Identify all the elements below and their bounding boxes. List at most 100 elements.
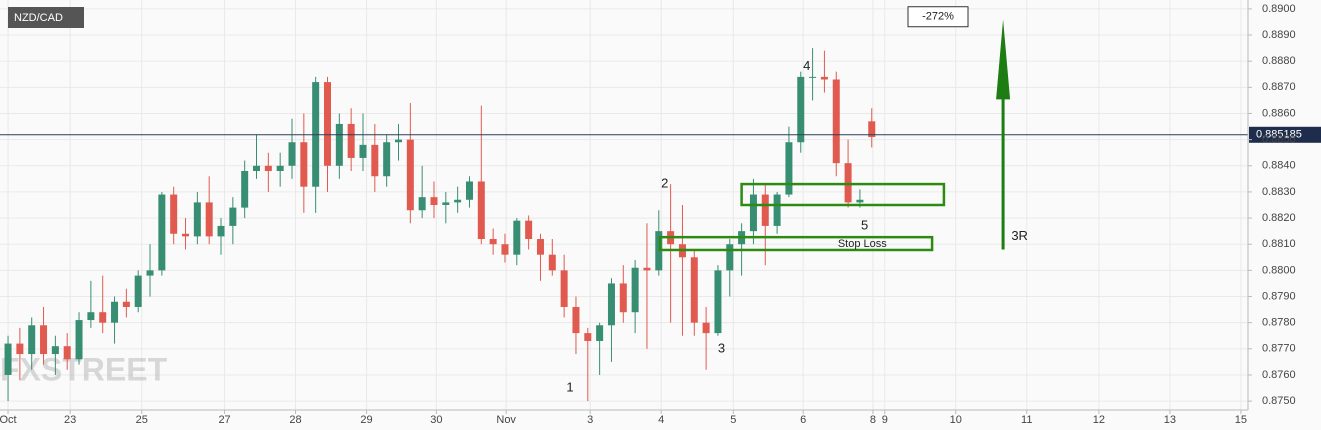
y-tick-label: 0.8790: [1262, 290, 1296, 302]
candle-body: [170, 194, 178, 234]
y-tick-label: 0.8860: [1262, 107, 1296, 119]
y-tick-label: 0.8880: [1262, 55, 1296, 67]
candle-body: [430, 197, 438, 205]
annotation: Stop Loss: [838, 238, 887, 250]
candle-body: [773, 194, 781, 226]
candle-body: [122, 301, 130, 307]
x-tick-label: 15: [1235, 414, 1247, 426]
candle-body: [690, 257, 698, 323]
candle-body: [134, 275, 142, 307]
candle-body: [300, 142, 308, 187]
zone-box: [740, 182, 946, 207]
candle-body: [28, 325, 36, 355]
candle-body: [501, 244, 509, 255]
candle-body: [217, 225, 225, 237]
x-tick-label: 27: [218, 414, 230, 426]
symbol-label: NZD/CAD: [14, 12, 63, 24]
y-tick-label: 0.8840: [1262, 160, 1296, 172]
candle-body: [75, 320, 83, 360]
candle-body: [276, 165, 284, 172]
y-tick-label: 0.8810: [1262, 238, 1296, 250]
y-tick-label: 0.8780: [1262, 317, 1296, 329]
candle-body: [63, 346, 71, 360]
candle-body: [714, 270, 722, 334]
candle-body: [844, 163, 852, 203]
candle-body: [182, 233, 190, 237]
x-tick-label: 11: [1021, 414, 1032, 426]
x-tick-label: 4: [658, 414, 664, 426]
candle-body: [146, 270, 154, 276]
candle-body: [371, 144, 379, 177]
x-tick-label: 28: [289, 414, 301, 426]
candle-body: [832, 79, 840, 164]
candle-body: [584, 333, 592, 341]
candle-body: [607, 283, 615, 326]
candle-body: [749, 194, 757, 232]
x-tick-label: 10: [950, 414, 962, 426]
y-tick-label: 0.8850: [1262, 134, 1296, 146]
candle-body: [785, 142, 793, 195]
x-tick-label: Oct: [0, 414, 17, 426]
candle-body: [264, 165, 272, 172]
candle-body: [158, 194, 166, 271]
candle-body: [809, 76, 817, 78]
candle-body: [619, 283, 627, 313]
y-tick-label: 0.8750: [1262, 395, 1296, 407]
candle-body: [548, 254, 556, 271]
candle-body: [406, 139, 414, 211]
annotation: 5: [861, 217, 868, 232]
y-tick-label: 0.8770: [1262, 343, 1296, 355]
y-tick-label: 0.8900: [1262, 3, 1296, 15]
x-tick-label: 12: [1093, 414, 1105, 426]
zone-box: [658, 235, 934, 252]
candle-body: [726, 244, 734, 271]
candle-body: [193, 202, 201, 237]
x-tick-label: 29: [360, 414, 372, 426]
x-tick-label: Nov: [496, 414, 516, 426]
y-tick-label: 0.8820: [1262, 212, 1296, 224]
x-tick-label: 5: [730, 414, 736, 426]
candle-body: [111, 301, 119, 323]
candle-body: [643, 267, 651, 271]
candle-body: [536, 238, 544, 255]
y-tick-label: 0.8830: [1262, 186, 1296, 198]
annotation: 2: [661, 176, 668, 191]
y-tick-label: 0.8890: [1262, 29, 1296, 41]
candle-body: [489, 238, 497, 245]
candle-body: [383, 142, 391, 177]
x-tick-label: 25: [136, 414, 148, 426]
candle-body: [99, 312, 107, 323]
candle-body: [513, 220, 521, 255]
y-tick-label: 0.8760: [1262, 369, 1296, 381]
candle-body: [347, 123, 355, 158]
symbol-badge: [8, 7, 84, 28]
y-tick-label: 0.8870: [1262, 81, 1296, 93]
x-tick-label: 13: [1164, 414, 1176, 426]
arrow-head: [996, 19, 1011, 100]
candle-body: [856, 199, 864, 203]
candle-body: [323, 82, 331, 166]
candle-body: [442, 202, 450, 205]
candle-body: [253, 165, 261, 172]
x-tick-label: 8: [870, 414, 876, 426]
candle-body: [51, 346, 59, 355]
candle-body: [359, 144, 367, 158]
candle-body: [454, 199, 462, 203]
candle-body: [4, 343, 12, 375]
candle-body: [631, 267, 639, 313]
label-box: [907, 6, 969, 28]
annotation: 3: [718, 340, 725, 355]
candle-body: [205, 202, 213, 237]
candle-body: [572, 306, 580, 334]
candle-body: [477, 181, 485, 239]
x-tick-label: 9: [882, 414, 888, 426]
candle-body: [596, 325, 604, 341]
annotation: 4: [803, 58, 810, 73]
last-price-label: 0.885185: [1256, 129, 1302, 141]
candle-body: [87, 312, 95, 321]
candle-body: [418, 197, 426, 211]
label-box-text: -272%: [922, 11, 954, 23]
candle-body: [394, 139, 402, 143]
candle-body: [335, 123, 343, 166]
